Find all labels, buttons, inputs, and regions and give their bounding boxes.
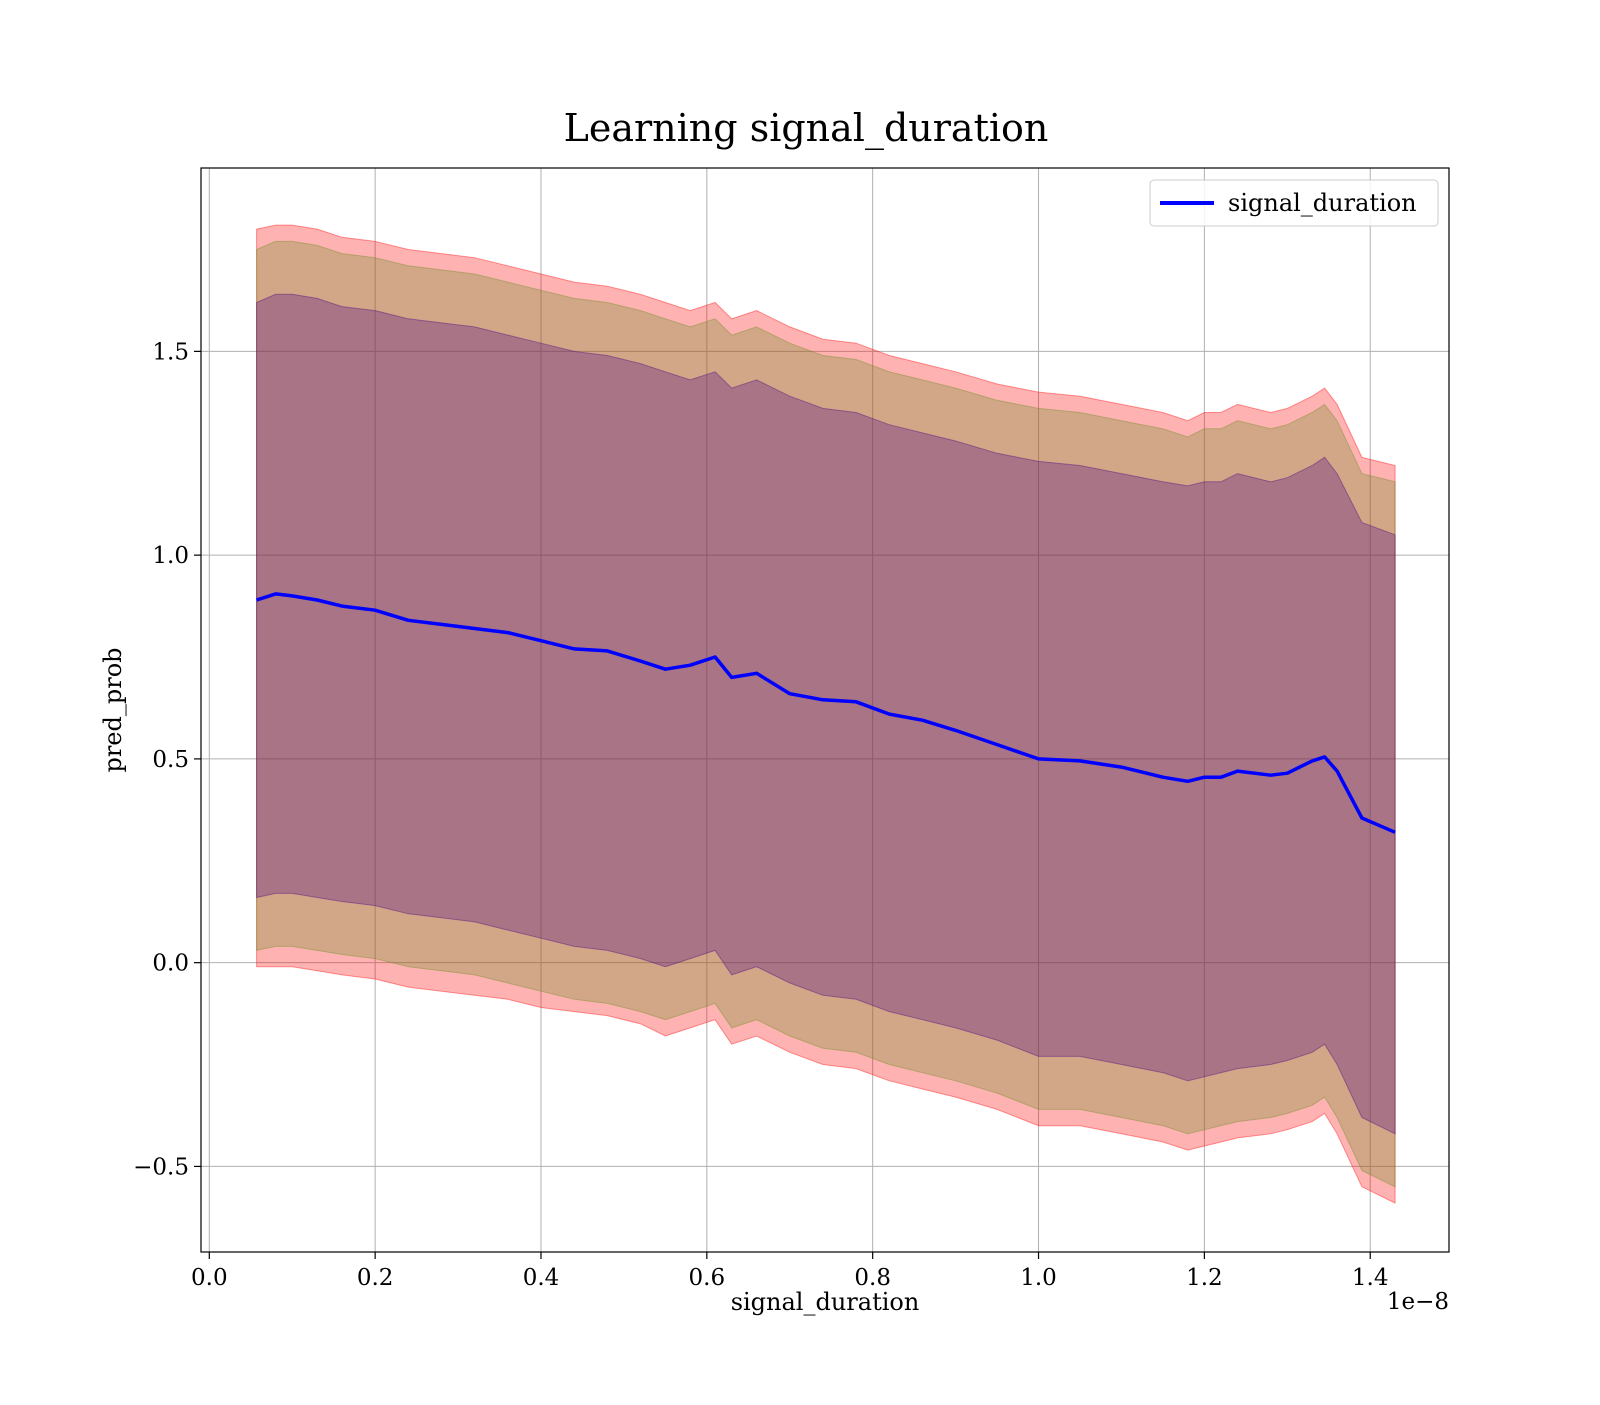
y-tick-label: −0.5	[133, 1154, 189, 1180]
band-middle	[256, 240, 1396, 1188]
legend: signal_duration	[1149, 179, 1439, 227]
series-line-signal_duration	[256, 592, 1396, 834]
y-axis-label: pred_prob	[99, 647, 127, 772]
x-axis-label: signal_duration	[731, 1288, 920, 1316]
chart-title: Learning signal_duration	[564, 106, 1049, 151]
legend-entry-label: signal_duration	[1228, 189, 1417, 217]
band-outer	[256, 224, 1396, 1204]
y-tick-label: 0.0	[152, 951, 189, 977]
axis-ticks: 0.0 0.2 0.4 0.6 0.8 1.0 1.2 1.4 −0.5 0.0 0.5 1.0 1.5	[133, 339, 1388, 1291]
x-tick-label: 1.0	[1020, 1265, 1057, 1291]
x-tick-label: 0.4	[523, 1265, 560, 1291]
x-tick-label: 0.0	[191, 1265, 228, 1291]
y-tick-label: 1.5	[152, 339, 189, 365]
x-tick-label: 0.2	[357, 1265, 394, 1291]
plot-frame	[200, 167, 1450, 1253]
band-inner	[256, 293, 1396, 1135]
confidence-bands	[256, 224, 1396, 1204]
x-tick-label: 0.6	[689, 1265, 726, 1291]
y-tick-label: 0.5	[152, 747, 189, 773]
grid	[201, 168, 1449, 1252]
legend-box	[1149, 179, 1439, 227]
x-tick-label: 0.8	[854, 1265, 891, 1291]
x-axis-offset-label: 1e−8	[1387, 1289, 1449, 1315]
series-lines	[256, 592, 1396, 834]
x-tick-label: 1.2	[1186, 1265, 1223, 1291]
x-tick-label: 1.4	[1352, 1265, 1389, 1291]
y-tick-label: 1.0	[152, 543, 189, 569]
